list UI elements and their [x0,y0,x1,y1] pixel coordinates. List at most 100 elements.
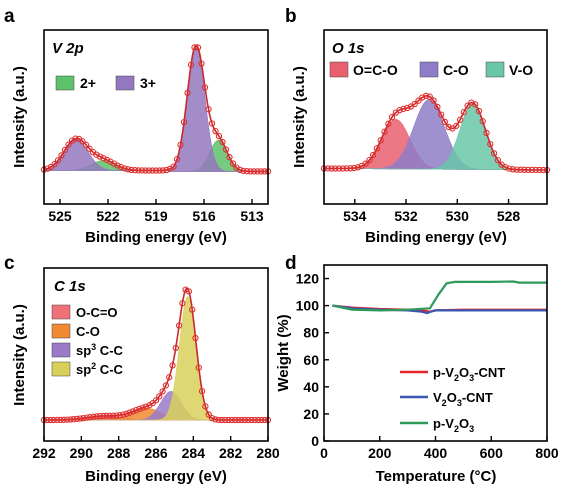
data-point-c [142,403,150,410]
x-ticks-a: 525 522 519 516 513 [48,199,264,224]
panel-label-d: d [285,253,297,274]
x-tick-label-d: 600 [480,445,504,461]
panel-title-c: C 1s [54,278,86,295]
data-point-c [182,286,189,293]
data-point-c [258,416,265,424]
data-point-b [490,150,498,157]
data-point-c [60,416,67,423]
fit-envelope-b [324,95,547,171]
data-point-b [475,107,483,115]
y-axis-title-a: Intensity (a.u.) [11,66,28,168]
data-point-b [506,165,513,172]
data-point-b [509,166,517,173]
legend-c: O-C=O C-O sp3 C-C sp2 C-C [51,304,124,377]
panel-title-a: V 2p [52,40,84,57]
y-tick-label-d: 120 [296,271,320,287]
data-point-c [162,382,170,389]
data-point-b [400,105,407,113]
data-point-c [254,416,262,424]
data-point-a [194,44,202,51]
data-point-b [472,101,479,108]
data-point-b [536,166,543,174]
data-point-c [50,416,58,424]
data-point-c [73,415,81,423]
data-point-a [110,160,118,167]
x-tick-label-d: 400 [424,445,448,461]
legend-label-oco: O-C=O [76,305,118,320]
data-point-b [540,166,547,174]
x-tick-label-a: 513 [240,208,264,224]
legend-swatch-sp3 [51,342,71,358]
data-point-a [187,61,195,68]
y-tick-label-d: 60 [303,352,319,368]
data-point-c [228,416,235,424]
x-tick-label-c: 284 [182,445,206,461]
x-tick-label-a: 516 [192,208,216,224]
y-tick-label-d: 100 [296,298,320,314]
x-tick-label-b: 534 [343,208,367,224]
data-point-c [116,412,123,419]
x-tick-label-a: 525 [48,208,72,224]
data-point-a [51,161,58,168]
data-point-b [532,166,539,174]
data-point-b [343,165,350,172]
plot-area-a [40,44,272,175]
data-point-a [180,118,188,126]
data-point-a [114,162,121,169]
data-point-b [441,118,449,126]
data-point-a [184,89,191,97]
data-point-c [225,416,232,424]
data-point-c [86,414,94,421]
data-point-c [231,416,239,424]
x-axis-title-d: Temperature (°C) [376,468,497,485]
data-point-c [136,405,143,413]
data-point-a [226,154,233,161]
data-point-c [126,409,133,416]
x-tick-label-c: 292 [32,445,56,461]
data-point-b [347,165,354,172]
data-point-b [377,137,384,144]
data-point-c [113,412,120,419]
data-point-a [65,141,72,148]
data-point-b [434,103,441,111]
data-point-c [189,306,196,313]
data-point-a [254,168,261,175]
data-point-c [218,416,226,424]
data-point-a [149,167,156,174]
data-point-c [185,288,193,295]
data-point-c [235,416,242,424]
data-point-b [373,145,381,152]
axes-frame-b [323,29,548,205]
data-point-b [528,166,536,174]
data-point-c [172,344,179,352]
data-point-a [170,163,177,170]
data-point-c [166,374,173,381]
legend-swatch-co-c [51,323,71,339]
y-tick-label-d: 80 [303,325,319,341]
legend-label-2plus: 2+ [80,75,96,91]
data-point-c [106,412,114,419]
data-point-a [159,167,167,174]
data-point-a [135,167,142,174]
data-point-b [366,156,373,164]
data-point-b [324,165,331,172]
data-point-a [79,138,86,145]
data-point-a [198,60,205,67]
legend-swatch-co [419,61,439,78]
data-point-b [479,118,486,125]
data-point-c [129,408,137,415]
data-point-c [100,412,107,420]
x-tick-label-c: 288 [107,445,131,461]
data-point-c [54,416,61,424]
data-point-a [82,141,90,148]
data-point-b [456,116,464,123]
data-point-c [192,334,199,342]
plot-area-c [40,286,272,424]
panel-b: b O 1s O=C-O C-O V-O 534 532 530 528 Bindin… [285,6,551,246]
data-point-c [215,416,222,424]
data-point-c [80,414,87,422]
data-point-a [156,167,163,174]
x-tick-label-d: 800 [535,445,559,461]
data-point-a [93,151,100,158]
